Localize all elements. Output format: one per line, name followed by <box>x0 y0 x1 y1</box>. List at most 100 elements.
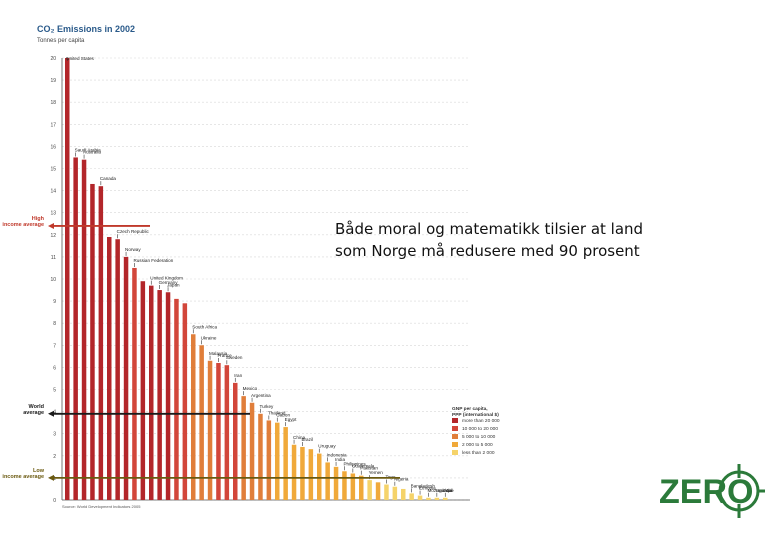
y-tick-label: 8 <box>53 321 56 327</box>
bar <box>182 303 188 500</box>
country-label: South Africa <box>192 324 217 329</box>
bar <box>308 449 314 500</box>
bar <box>325 462 330 500</box>
reference-arrow <box>48 222 54 229</box>
bar <box>224 365 230 500</box>
bar <box>216 362 221 500</box>
legend-swatch <box>452 418 458 423</box>
country-label: Indonesia <box>327 452 347 457</box>
country-label: Philippines <box>343 461 366 466</box>
bar <box>165 292 171 500</box>
legend-label: less than 2 000 <box>462 450 495 456</box>
slide-caption: Både moral og matematikk tilsier at land… <box>335 218 735 262</box>
bars-group <box>65 58 448 500</box>
bar <box>300 446 305 500</box>
country-label: Iran <box>234 373 242 378</box>
bar <box>333 466 339 500</box>
country-label: Brazil <box>301 437 313 442</box>
bar <box>401 488 406 500</box>
country-label: Ukraine <box>201 335 217 340</box>
y-tick-label: 17 <box>50 122 56 128</box>
reference-label: High <box>32 216 45 222</box>
bar <box>367 480 372 500</box>
legend-swatch <box>452 442 458 447</box>
country-label: Saudi Arabia <box>75 147 101 152</box>
country-label: Uganda <box>436 488 453 493</box>
bar <box>283 427 288 500</box>
legend-label: 5 000 to 10 000 <box>462 434 496 440</box>
bar <box>132 267 137 500</box>
reference-arrow <box>48 410 54 417</box>
y-tick-label: 16 <box>50 144 56 150</box>
bar <box>199 345 204 500</box>
legend-swatch <box>452 434 458 439</box>
bar <box>375 482 381 500</box>
y-tick-label: 12 <box>50 233 56 239</box>
y-tick-label: 6 <box>53 365 56 371</box>
y-tick-label: 4 <box>53 410 56 416</box>
country-label: Guatemala <box>352 463 375 468</box>
country-label: Australia <box>83 150 101 155</box>
legend-label: more than 20 000 <box>462 418 500 424</box>
country-label: India <box>335 457 345 462</box>
country-label: Egypt <box>285 417 297 422</box>
country-label: Malaysia <box>209 351 228 356</box>
country-label: Pakistan <box>360 466 378 471</box>
country-label: Sweden <box>226 355 243 360</box>
bar <box>140 281 146 500</box>
y-tick-label: 3 <box>53 432 56 438</box>
bar <box>115 239 120 500</box>
y-axis-label: Tonnes per capita <box>37 38 85 44</box>
legend-label: 10 000 to 20 000 <box>462 426 498 432</box>
bar <box>174 298 179 500</box>
caption-line-1: Både moral og matematikk tilsier at land <box>335 220 644 238</box>
bar <box>443 497 448 500</box>
country-label: Germany <box>159 280 179 285</box>
country-label: Gabon <box>276 413 290 418</box>
y-tick-label: 19 <box>50 78 56 84</box>
bar <box>249 402 255 500</box>
legend-title: GNP per capita, <box>452 406 488 412</box>
legend: GNP per capita,PPP (international $)more… <box>452 406 500 456</box>
bar <box>342 471 347 500</box>
country-label: Nigeria <box>394 477 409 482</box>
bar <box>107 237 112 500</box>
bar <box>317 453 322 500</box>
caption-line-2: som Norge må redusere med 90 prosent <box>335 242 640 260</box>
y-tick-label: 13 <box>50 211 56 217</box>
country-label: United Kingdom <box>150 276 183 281</box>
reference-arrow <box>48 474 54 481</box>
reference-label: average <box>23 410 44 416</box>
chart-title: CO₂ Emissions in 2002 <box>37 24 136 34</box>
bar <box>157 290 162 500</box>
y-tick-label: 2 <box>53 454 56 460</box>
country-label: Norway <box>125 247 141 252</box>
y-tick-label: 5 <box>53 388 56 394</box>
country-label: Thailand <box>268 410 286 415</box>
country-label: Mozambique <box>427 488 454 493</box>
y-tick-label: 18 <box>50 100 56 106</box>
y-tick-label: 20 <box>50 56 56 62</box>
country-label: Czech Republic <box>117 229 150 234</box>
bar <box>258 413 263 500</box>
bar <box>98 186 104 500</box>
bar <box>233 382 238 500</box>
country-label: United States <box>66 56 94 61</box>
bar <box>65 58 70 500</box>
reference-label: income average <box>2 474 44 480</box>
country-label: Turkey <box>259 404 274 409</box>
bar <box>275 422 280 500</box>
bar <box>149 285 154 500</box>
bar <box>291 444 297 500</box>
country-label: Bangladesh <box>411 483 436 488</box>
country-label: Canada <box>100 176 117 181</box>
gridlines <box>62 57 470 501</box>
bar <box>241 396 246 500</box>
legend-swatch <box>452 426 458 431</box>
crosshair-icon <box>718 464 765 518</box>
y-tick-label: 10 <box>50 277 56 283</box>
bar <box>73 157 78 500</box>
reference-label: income average <box>2 222 44 228</box>
